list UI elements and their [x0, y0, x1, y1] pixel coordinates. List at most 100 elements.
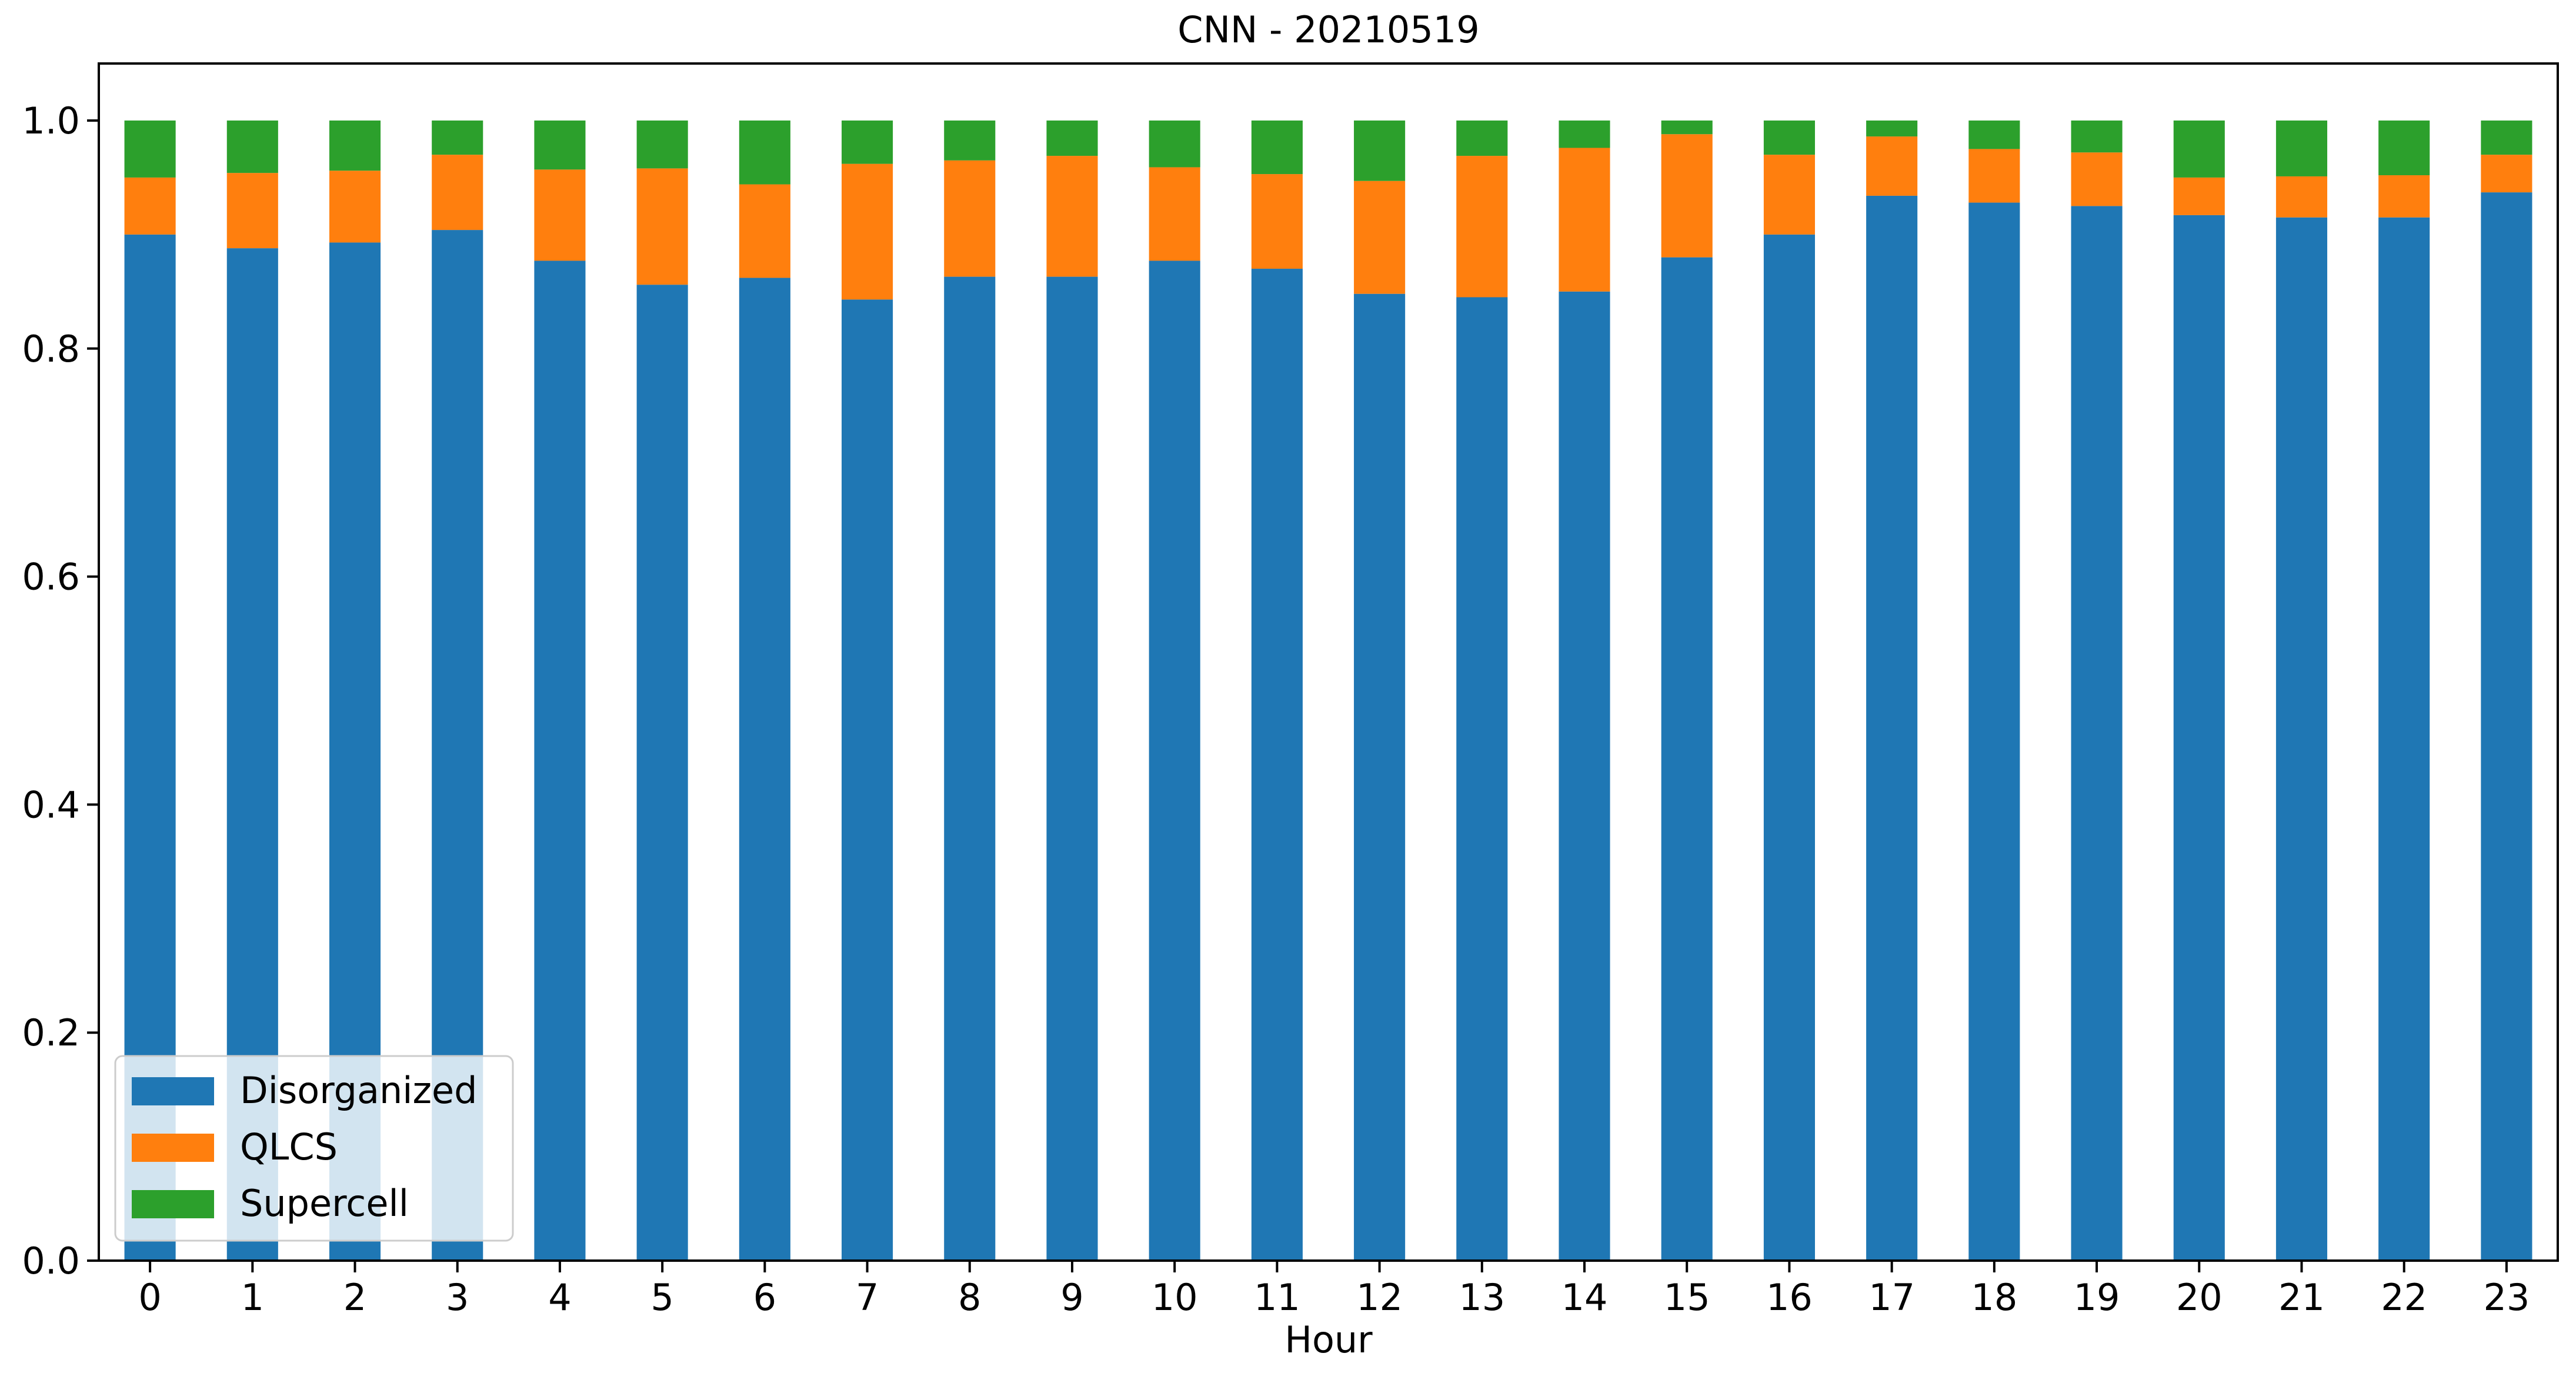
bar-supercell-hour-22 — [2378, 120, 2430, 176]
y-tick-label: 0.0 — [22, 1239, 80, 1282]
legend-box — [114, 1055, 514, 1242]
bar-supercell-hour-15 — [1661, 120, 1713, 135]
bar-disorganized-hour-9 — [1046, 276, 1098, 1261]
bar-qlcs-hour-9 — [1046, 156, 1098, 277]
bar-disorganized-hour-18 — [1968, 202, 2020, 1261]
bar-qlcs-hour-18 — [1968, 149, 2020, 203]
bar-disorganized-hour-14 — [1559, 291, 1610, 1261]
x-tick-label: 13 — [1459, 1276, 1505, 1319]
bar-supercell-hour-6 — [739, 120, 790, 185]
y-axis: 0.0 0.2 0.4 0.6 0.8 1.0 — [22, 99, 99, 1282]
bar-supercell-hour-10 — [1149, 120, 1200, 168]
bar-supercell-hour-23 — [2481, 120, 2532, 155]
bar-supercell-hour-3 — [432, 120, 483, 155]
x-tick-label: 8 — [958, 1276, 981, 1319]
y-tick-label: 0.4 — [22, 783, 80, 826]
x-tick-label: 3 — [446, 1276, 469, 1319]
bar-qlcs-hour-6 — [739, 184, 790, 278]
bar-disorganized-hour-17 — [1866, 195, 1918, 1261]
x-tick-label: 12 — [1356, 1276, 1403, 1319]
bar-supercell-hour-17 — [1866, 120, 1918, 137]
bar-qlcs-hour-10 — [1149, 167, 1200, 261]
x-axis-label: Hour — [1284, 1318, 1373, 1361]
legend-label-disorganized: Disorganized — [240, 1069, 478, 1112]
bar-supercell-hour-9 — [1046, 120, 1098, 156]
bar-qlcs-hour-21 — [2275, 176, 2328, 218]
x-tick-label: 23 — [2483, 1276, 2530, 1319]
x-tick-label: 4 — [548, 1276, 571, 1319]
bar-disorganized-hour-15 — [1661, 257, 1713, 1261]
chart-title: CNN - 20210519 — [1177, 8, 1479, 51]
bar-supercell-hour-20 — [2173, 120, 2225, 178]
x-tick-label: 21 — [2278, 1276, 2325, 1319]
bar-supercell-hour-11 — [1251, 120, 1303, 175]
bar-disorganized-hour-5 — [636, 285, 688, 1261]
x-tick-label: 2 — [343, 1276, 366, 1319]
bar-qlcs-hour-4 — [534, 169, 586, 261]
bar-qlcs-hour-13 — [1456, 156, 1508, 298]
bar-supercell-hour-16 — [1763, 120, 1815, 155]
bar-disorganized-hour-20 — [2173, 215, 2225, 1261]
bar-disorganized-hour-16 — [1763, 234, 1815, 1261]
bar-qlcs-hour-20 — [2173, 177, 2225, 215]
bar-qlcs-hour-17 — [1866, 136, 1918, 196]
bar-qlcs-hour-2 — [329, 171, 381, 243]
bar-disorganized-hour-6 — [739, 278, 790, 1261]
bar-disorganized-hour-12 — [1354, 293, 1406, 1261]
bar-supercell-hour-18 — [1968, 120, 2020, 149]
x-axis: 0 1 2 3 4 5 6 7 8 9 10 11 12 13 14 15 16 17 18 19 20 21 22 23 — [138, 1261, 2530, 1319]
legend-swatch-qlcs — [132, 1134, 214, 1162]
x-tick-label: 11 — [1254, 1276, 1300, 1319]
bar-disorganized-hour-11 — [1251, 269, 1303, 1261]
bar-qlcs-hour-3 — [432, 155, 483, 230]
bar-supercell-hour-19 — [2071, 120, 2123, 153]
bar-qlcs-hour-11 — [1251, 174, 1303, 269]
bar-qlcs-hour-5 — [636, 168, 688, 285]
bar-supercell-hour-21 — [2275, 120, 2328, 176]
bar-supercell-hour-2 — [329, 120, 381, 171]
x-tick-label: 19 — [2074, 1276, 2120, 1319]
x-tick-label: 22 — [2381, 1276, 2427, 1319]
bar-qlcs-hour-14 — [1559, 148, 1610, 292]
x-tick-label: 1 — [241, 1276, 264, 1319]
legend: Disorganized QLCS Supercell — [114, 1055, 514, 1242]
legend-label-supercell: Supercell — [240, 1182, 409, 1225]
bar-qlcs-hour-7 — [842, 163, 893, 300]
x-tick-label: 20 — [2176, 1276, 2223, 1319]
x-tick-label: 18 — [1971, 1276, 2017, 1319]
y-tick-label: 0.2 — [22, 1011, 80, 1054]
bar-disorganized-hour-10 — [1149, 260, 1200, 1261]
bars-layer — [124, 120, 2532, 1261]
x-tick-label: 10 — [1152, 1276, 1198, 1319]
x-tick-label: 5 — [650, 1276, 673, 1319]
bar-qlcs-hour-19 — [2071, 152, 2123, 206]
bar-qlcs-hour-23 — [2481, 155, 2532, 193]
bar-disorganized-hour-13 — [1456, 297, 1508, 1261]
legend-swatch-supercell — [132, 1190, 214, 1218]
bar-disorganized-hour-8 — [944, 276, 996, 1261]
bar-qlcs-hour-15 — [1661, 134, 1713, 258]
bar-supercell-hour-1 — [226, 120, 278, 173]
y-tick-label: 0.8 — [22, 328, 80, 370]
bar-disorganized-hour-19 — [2071, 206, 2123, 1261]
legend-swatch-disorganized — [132, 1077, 214, 1105]
bar-disorganized-hour-7 — [842, 299, 893, 1261]
x-tick-label: 17 — [1868, 1276, 1915, 1319]
bar-qlcs-hour-16 — [1763, 155, 1815, 235]
bar-supercell-hour-7 — [842, 120, 893, 164]
bar-supercell-hour-14 — [1559, 120, 1610, 148]
bar-disorganized-hour-23 — [2481, 192, 2532, 1261]
bar-disorganized-hour-22 — [2378, 217, 2430, 1261]
legend-label-qlcs: QLCS — [240, 1125, 338, 1168]
plot-frame — [98, 62, 2559, 1262]
y-tick-label: 0.6 — [22, 556, 80, 599]
bar-supercell-hour-4 — [534, 120, 586, 170]
bar-supercell-hour-8 — [944, 120, 996, 161]
bar-supercell-hour-12 — [1354, 120, 1406, 181]
bar-qlcs-hour-22 — [2378, 175, 2430, 218]
x-tick-label: 15 — [1664, 1276, 1710, 1319]
bar-qlcs-hour-0 — [124, 177, 176, 235]
bar-disorganized-hour-21 — [2275, 217, 2328, 1261]
bar-supercell-hour-13 — [1456, 120, 1508, 156]
